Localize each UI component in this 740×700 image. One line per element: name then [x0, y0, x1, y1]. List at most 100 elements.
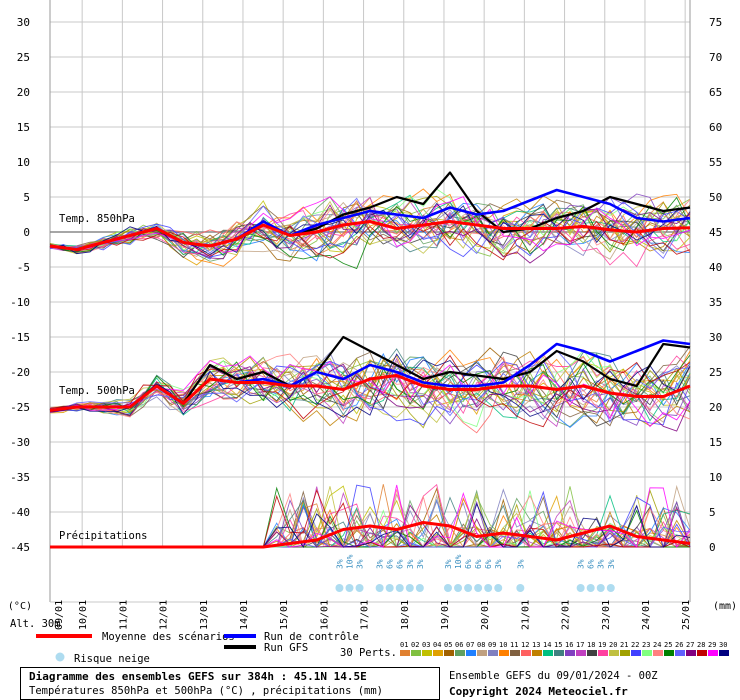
pert-t500-line [49, 355, 691, 415]
pert-number-label: 04 [433, 641, 441, 649]
snowflake-icon [474, 584, 483, 592]
left-tick-label: -5 [17, 261, 30, 274]
snow-percent-label: 3% [356, 559, 365, 569]
snow-percent-label: 6% [587, 559, 596, 569]
footer-title-box: Diagramme des ensembles GEFS sur 384h : … [20, 667, 440, 700]
snow-percent-label: 6% [464, 559, 473, 569]
pert-color-swatch [510, 650, 520, 656]
pert-number-label: 29 [708, 641, 716, 649]
pert-t500-line [49, 356, 691, 428]
right-tick-label: 10 [709, 471, 722, 484]
pert-t850-line [49, 220, 691, 261]
pert-color-swatch [642, 650, 652, 656]
pert-t500-line [49, 349, 691, 423]
pert-number-label: 01 [400, 641, 408, 649]
pert-number-label: 03 [422, 641, 430, 649]
snow-percent-label: 3% [516, 559, 525, 569]
snowflake-icon [494, 584, 503, 592]
left-tick-label: -30 [10, 436, 30, 449]
left-tick-label: -45 [10, 541, 30, 554]
pert-t850-line [49, 196, 691, 270]
pert-color-swatch [466, 650, 476, 656]
snowflake-icon [415, 584, 424, 592]
pert-number-label: 30 [719, 641, 727, 649]
pert-color-swatch [620, 650, 630, 656]
right-tick-label: 50 [709, 191, 722, 204]
pert-color-swatch [477, 650, 487, 656]
pert-color-swatch [499, 650, 509, 656]
pert-number-label: 18 [587, 641, 595, 649]
pert-color-swatch [433, 650, 443, 656]
pert-color-swatch [521, 650, 531, 656]
left-tick-label: -35 [10, 471, 30, 484]
pert-number-label: 09 [488, 641, 496, 649]
footer-title: Diagramme des ensembles GEFS sur 384h : … [29, 670, 367, 683]
pert-color-swatch [422, 650, 432, 656]
snowflake-icon [405, 584, 414, 592]
legend: Moyenne des scénarios Run de contrôleRun … [36, 631, 729, 665]
right-tick-label: 40 [709, 261, 722, 274]
pert-color-swatch [411, 650, 421, 656]
run-info: Ensemble GEFS du 09/01/2024 - 00Z [449, 670, 658, 682]
snowflake-icon [443, 584, 452, 592]
pert-number-label: 12 [521, 641, 529, 649]
left-unit-label: (°C) [8, 601, 32, 612]
legend-control-label: Run de contrôle [264, 631, 359, 643]
x-date-label: 09/01 [54, 600, 65, 630]
snow-percent-label: 3% [406, 559, 415, 569]
pert-color-swatch [708, 650, 718, 656]
pert-color-swatch [543, 650, 553, 656]
right-tick-label: 35 [709, 296, 722, 309]
pert-color-swatch [609, 650, 619, 656]
pert-number-label: 27 [686, 641, 694, 649]
snowflake-icon [55, 652, 65, 662]
label-t850: Temp. 850hPa [59, 213, 135, 225]
right-tick-label: 60 [709, 121, 722, 134]
x-date-label: 11/01 [118, 600, 129, 630]
snow-percent-label: 10% [345, 554, 354, 569]
x-date-label: 24/01 [641, 600, 652, 630]
axes: 302520151050-5-10-15-20-25-30-35-40-4575… [8, 16, 737, 630]
legend-perts-label: 30 Perts. [340, 647, 397, 659]
snowflake-icon [385, 584, 394, 592]
copyright: Copyright 2024 Meteociel.fr [449, 685, 628, 698]
x-date-label: 23/01 [601, 600, 612, 630]
main-lines [49, 171, 691, 549]
snowflake-icon [586, 584, 595, 592]
pert-color-swatch [455, 650, 465, 656]
pert-color-swatch [697, 650, 707, 656]
pert-t500-line [49, 353, 691, 418]
pert-number-label: 25 [664, 641, 672, 649]
x-date-label: 10/01 [78, 600, 89, 630]
snow-percent-label: 6% [396, 559, 405, 569]
pert-t500-line [49, 354, 691, 412]
pert-number-label: 05 [444, 641, 452, 649]
pert-t850-line [49, 196, 691, 253]
mean-t850-line [49, 220, 691, 251]
left-tick-label: -20 [10, 366, 30, 379]
x-date-label: 25/01 [681, 600, 692, 630]
right-tick-label: 20 [709, 401, 722, 414]
snow-percent-label: 3% [335, 559, 344, 569]
legend-gfs-label: Run GFS [264, 642, 308, 654]
snow-percent-label: 3% [597, 559, 606, 569]
right-tick-label: 0 [709, 541, 716, 554]
right-unit-label: (mm) [713, 601, 737, 612]
snowflake-icon [375, 584, 384, 592]
pert-number-label: 17 [576, 641, 584, 649]
pert-number-label: 08 [477, 641, 485, 649]
left-tick-label: -25 [10, 401, 30, 414]
pert-number-label: 10 [499, 641, 507, 649]
pert-number-label: 06 [455, 641, 463, 649]
pert-t500-line [49, 357, 691, 428]
left-tick-label: 10 [17, 156, 30, 169]
pert-number-label: 13 [532, 641, 540, 649]
pert-t850-line [49, 202, 691, 256]
pert-number-label: 22 [631, 641, 639, 649]
snowflake-icon [395, 584, 404, 592]
right-tick-label: 75 [709, 16, 722, 29]
left-tick-label: -40 [10, 506, 30, 519]
snow-percent-label: 3% [607, 559, 616, 569]
snowflake-icon [576, 584, 585, 592]
